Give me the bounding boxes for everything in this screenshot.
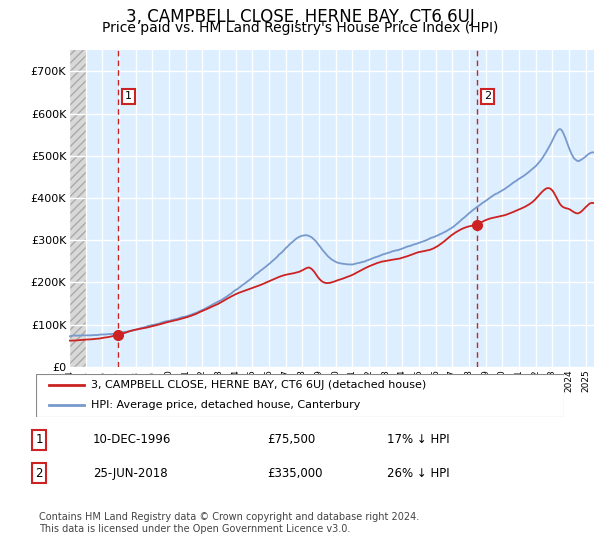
Text: 10-DEC-1996: 10-DEC-1996 [93, 433, 172, 446]
Text: £75,500: £75,500 [267, 433, 315, 446]
Text: 1: 1 [125, 91, 132, 101]
Text: 1: 1 [35, 433, 43, 446]
Text: Price paid vs. HM Land Registry's House Price Index (HPI): Price paid vs. HM Land Registry's House … [102, 21, 498, 35]
Bar [69, 50, 86, 367]
Text: 17% ↓ HPI: 17% ↓ HPI [387, 433, 449, 446]
Text: HPI: Average price, detached house, Canterbury: HPI: Average price, detached house, Cant… [91, 400, 361, 410]
Text: 26% ↓ HPI: 26% ↓ HPI [387, 466, 449, 480]
Text: 25-JUN-2018: 25-JUN-2018 [93, 466, 167, 480]
Text: 3, CAMPBELL CLOSE, HERNE BAY, CT6 6UJ: 3, CAMPBELL CLOSE, HERNE BAY, CT6 6UJ [125, 8, 475, 26]
Text: 2: 2 [484, 91, 491, 101]
Text: Contains HM Land Registry data © Crown copyright and database right 2024.
This d: Contains HM Land Registry data © Crown c… [39, 512, 419, 534]
Text: £335,000: £335,000 [267, 466, 323, 480]
FancyBboxPatch shape [36, 374, 564, 417]
Text: 2: 2 [35, 466, 43, 480]
Text: 3, CAMPBELL CLOSE, HERNE BAY, CT6 6UJ (detached house): 3, CAMPBELL CLOSE, HERNE BAY, CT6 6UJ (d… [91, 380, 427, 390]
